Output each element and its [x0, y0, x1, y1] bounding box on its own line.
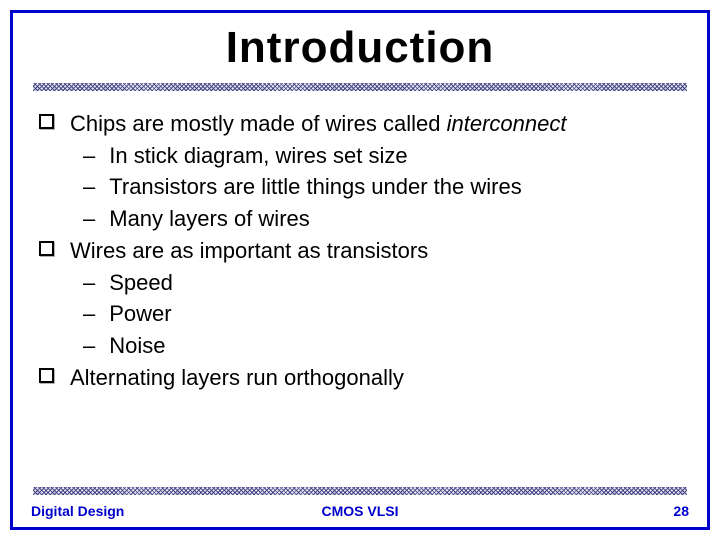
dash-icon: –: [83, 299, 95, 329]
footer-left: Digital Design: [31, 503, 250, 519]
bullet-item: Alternating layers run orthogonally: [39, 363, 681, 393]
slide-content: Chips are mostly made of wires called in…: [13, 91, 707, 487]
sub-bullet-text: Power: [109, 299, 171, 329]
slide-footer: Digital Design CMOS VLSI 28: [13, 497, 707, 527]
slide-border: Introduction Chips are mostly made of wi…: [10, 10, 710, 530]
square-bullet-icon: [39, 114, 54, 129]
bullet-item: Chips are mostly made of wires called in…: [39, 109, 681, 139]
sub-bullet-text: Speed: [109, 268, 173, 298]
square-bullet-icon: [39, 241, 54, 256]
sub-bullet-item: –Transistors are little things under the…: [39, 172, 681, 202]
dash-icon: –: [83, 204, 95, 234]
sub-bullet-text: In stick diagram, wires set size: [109, 141, 407, 171]
sub-bullet-item: –Noise: [39, 331, 681, 361]
slide: Introduction Chips are mostly made of wi…: [0, 0, 720, 540]
title-area: Introduction: [13, 13, 707, 79]
dash-icon: –: [83, 331, 95, 361]
square-bullet-icon: [39, 368, 54, 383]
bullet-text: Alternating layers run orthogonally: [70, 363, 404, 393]
bullet-text: Wires are as important as transistors: [70, 236, 428, 266]
sub-bullet-text: Transistors are little things under the …: [109, 172, 521, 202]
dash-icon: –: [83, 141, 95, 171]
divider-top: [33, 83, 687, 91]
footer-right: 28: [470, 503, 689, 519]
sub-bullet-text: Many layers of wires: [109, 204, 310, 234]
italic-text: interconnect: [447, 111, 567, 136]
sub-bullet-item: –In stick diagram, wires set size: [39, 141, 681, 171]
dash-icon: –: [83, 172, 95, 202]
slide-title: Introduction: [33, 23, 687, 73]
sub-bullet-item: –Power: [39, 299, 681, 329]
bullet-item: Wires are as important as transistors: [39, 236, 681, 266]
footer-center: CMOS VLSI: [250, 503, 469, 519]
sub-bullet-item: –Speed: [39, 268, 681, 298]
bullet-text: Chips are mostly made of wires called in…: [70, 109, 566, 139]
divider-bottom: [33, 487, 687, 495]
dash-icon: –: [83, 268, 95, 298]
sub-bullet-text: Noise: [109, 331, 165, 361]
sub-bullet-item: –Many layers of wires: [39, 204, 681, 234]
